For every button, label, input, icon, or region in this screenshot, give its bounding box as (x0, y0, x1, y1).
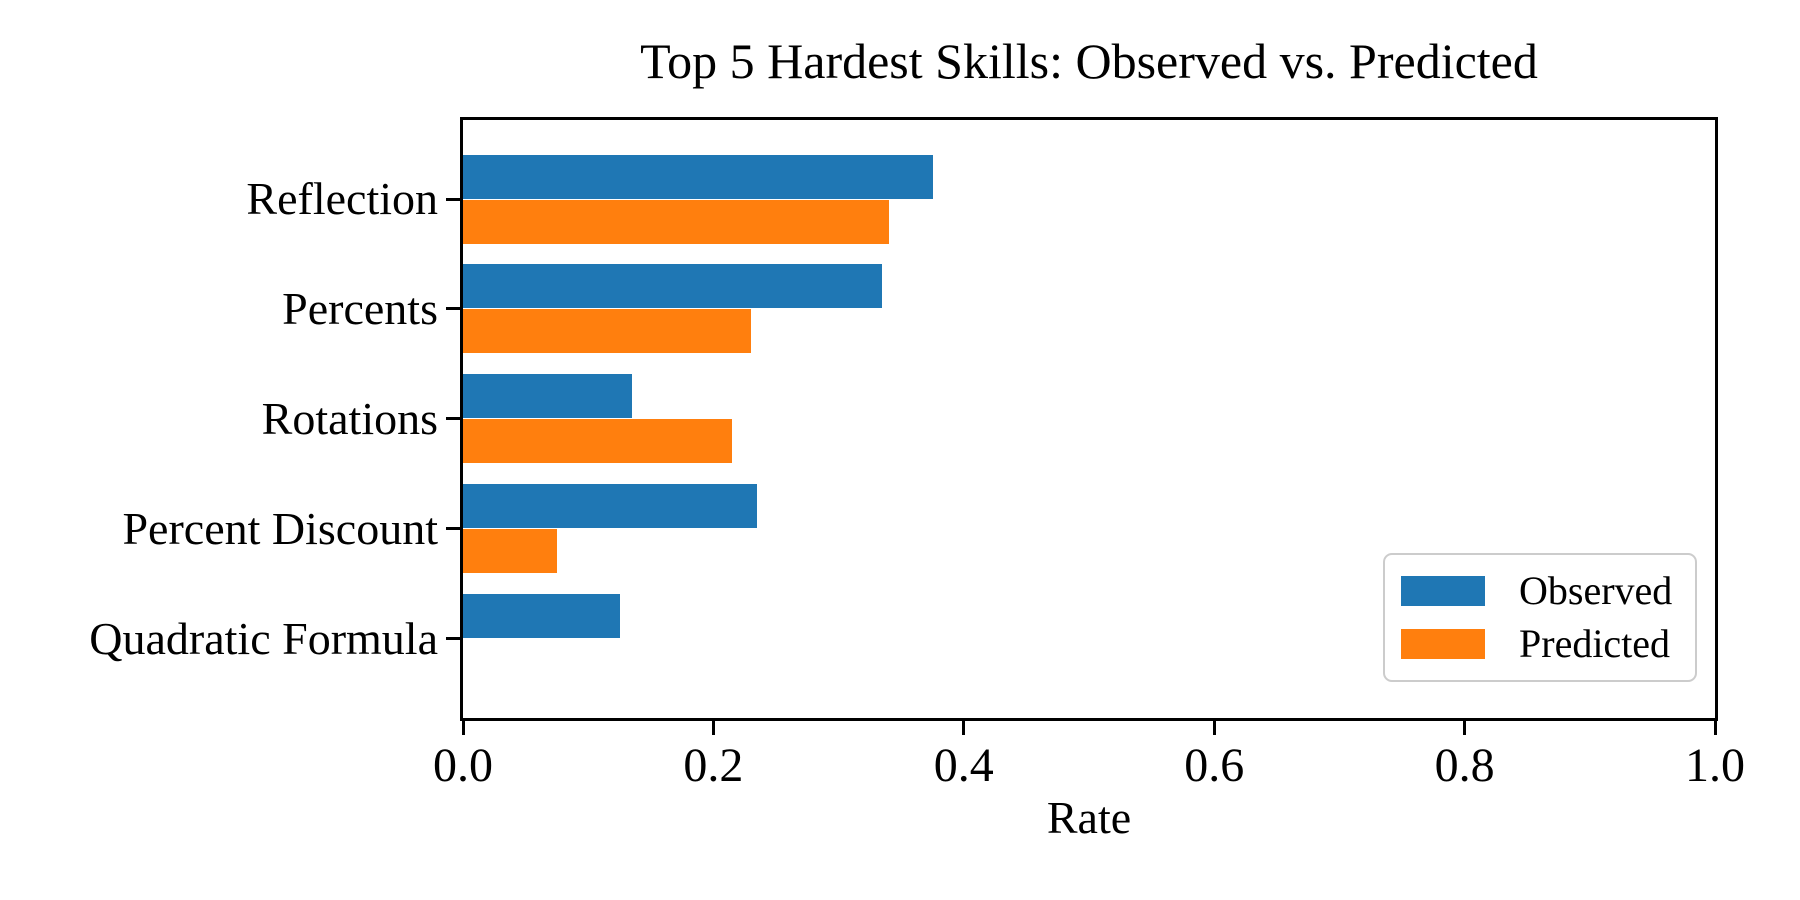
y-tick-mark (446, 197, 460, 201)
x-tick-mark (711, 721, 715, 735)
bar-predicted-3 (463, 529, 557, 574)
x-tick-label: 0.0 (433, 739, 493, 792)
x-tick-mark (461, 721, 465, 735)
legend-label-observed: Observed (1519, 568, 1673, 614)
y-tick-mark (446, 417, 460, 421)
x-tick-mark (1463, 721, 1467, 735)
x-tick-label: 0.8 (1434, 739, 1495, 792)
x-axis-label: Rate (1046, 792, 1132, 843)
bar-predicted-1 (463, 309, 751, 354)
bar-observed-4 (463, 594, 620, 638)
bar-observed-0 (463, 154, 933, 199)
x-tick-label: 0.4 (933, 739, 994, 792)
chart-title: Top 5 Hardest Skills: Observed vs. Predi… (640, 33, 1538, 89)
y-tick-label: Quadratic Formula (89, 612, 438, 664)
x-tick-label: 1.0 (1685, 739, 1745, 792)
plot-area (460, 117, 1718, 721)
x-tick-label: 0.2 (683, 739, 744, 792)
y-tick-label: Percent Discount (122, 502, 438, 554)
bar-predicted-2 (463, 419, 733, 464)
y-tick-mark (446, 527, 460, 531)
y-tick-label: Rotations (261, 392, 438, 444)
legend-entry-predicted: Predicted (1385, 620, 1695, 666)
x-tick-mark (1713, 721, 1717, 735)
legend: Observed Predicted (1383, 553, 1697, 682)
bar-predicted-0 (463, 199, 889, 244)
y-tick-label: Percents (282, 282, 438, 334)
legend-swatch-observed (1401, 576, 1485, 607)
legend-swatch-predicted (1401, 628, 1485, 659)
bar-observed-2 (463, 374, 633, 419)
bar-observed-3 (463, 484, 758, 529)
bar-observed-1 (463, 264, 883, 309)
x-tick-mark (1212, 721, 1216, 735)
legend-label-predicted: Predicted (1519, 620, 1671, 666)
y-tick-mark (446, 637, 460, 640)
y-tick-mark (446, 307, 460, 311)
x-tick-mark (962, 721, 966, 735)
legend-entry-observed: Observed (1385, 571, 1695, 611)
y-tick-label: Reflection (246, 173, 438, 224)
x-tick-label: 0.6 (1184, 739, 1245, 792)
